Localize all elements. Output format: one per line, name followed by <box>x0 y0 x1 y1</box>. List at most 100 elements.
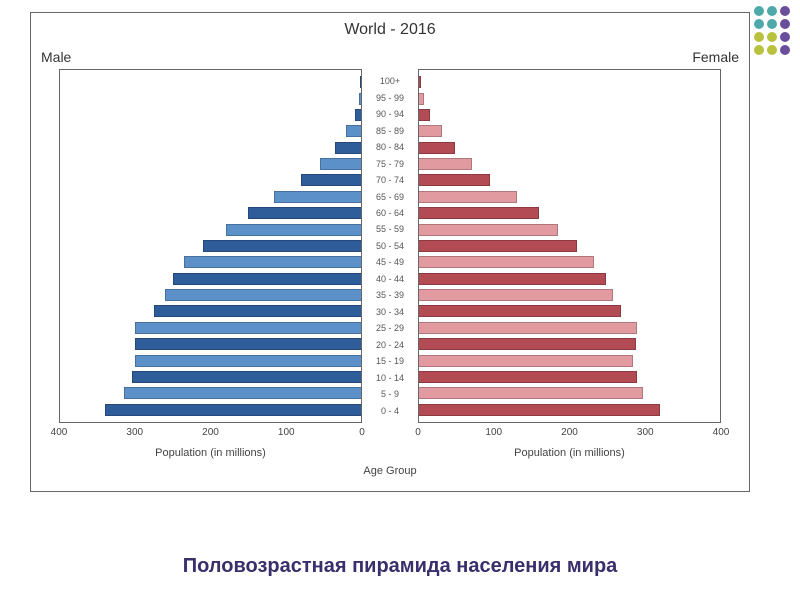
bar-row <box>419 223 720 237</box>
bar-row <box>419 239 720 253</box>
bar-row <box>419 272 720 286</box>
tick-label: 400 <box>51 427 68 438</box>
x-axis-label-right: Population (in millions) <box>418 447 721 477</box>
age-label: 95 - 99 <box>362 91 418 105</box>
male-ticks: 4003002001000 <box>59 425 362 443</box>
male-bar <box>274 191 361 203</box>
dot <box>754 19 764 29</box>
female-bar <box>419 338 636 350</box>
bar-row <box>60 206 361 220</box>
male-bar <box>132 371 362 383</box>
tick-label: 100 <box>278 427 295 438</box>
male-bar <box>226 224 361 236</box>
male-bar <box>359 93 361 105</box>
bar-row <box>419 304 720 318</box>
bar-row <box>419 386 720 400</box>
female-bar <box>419 174 490 186</box>
male-bar <box>248 207 361 219</box>
bar-row <box>60 157 361 171</box>
female-bar <box>419 371 637 383</box>
bar-row <box>419 288 720 302</box>
dot <box>754 6 764 16</box>
female-bar <box>419 191 517 203</box>
age-label: 20 - 24 <box>362 338 418 352</box>
male-bar <box>135 338 361 350</box>
male-rows <box>60 70 361 422</box>
age-label: 70 - 74 <box>362 173 418 187</box>
male-label: Male <box>41 49 71 65</box>
bar-row <box>419 370 720 384</box>
tick-label: 300 <box>126 427 143 438</box>
bar-row <box>419 124 720 138</box>
dot <box>780 6 790 16</box>
female-bar <box>419 125 442 137</box>
dot <box>767 45 777 55</box>
female-bar <box>419 76 421 88</box>
dot <box>754 32 764 42</box>
age-label: 60 - 64 <box>362 206 418 220</box>
female-bar <box>419 355 633 367</box>
age-label: 35 - 39 <box>362 288 418 302</box>
female-bar <box>419 322 637 334</box>
female-bar <box>419 404 660 416</box>
bar-row <box>60 108 361 122</box>
male-bar <box>154 305 361 317</box>
age-label: 0 - 4 <box>362 404 418 418</box>
bar-row <box>60 337 361 351</box>
tick-label: 0 <box>359 427 365 438</box>
male-bar <box>135 355 361 367</box>
dot <box>767 6 777 16</box>
dot <box>780 45 790 55</box>
bar-row <box>419 157 720 171</box>
bar-row <box>60 304 361 318</box>
caption: Половозрастная пирамида населения мира <box>0 555 800 578</box>
bar-row <box>60 321 361 335</box>
female-bar <box>419 240 577 252</box>
x-axis-label-left: Population (in millions) <box>59 447 362 477</box>
female-bar <box>419 142 455 154</box>
female-ticks: 0100200300400 <box>418 425 721 443</box>
bar-row <box>419 337 720 351</box>
male-bar <box>124 387 361 399</box>
bar-row <box>419 206 720 220</box>
bar-row <box>60 354 361 368</box>
bar-row <box>60 255 361 269</box>
age-label: 75 - 79 <box>362 157 418 171</box>
bar-row <box>419 403 720 417</box>
bar-row <box>419 321 720 335</box>
dot <box>767 19 777 29</box>
bar-row <box>419 141 720 155</box>
female-bar <box>419 207 539 219</box>
male-bar <box>173 273 361 285</box>
center-axis-label: Age Group <box>350 465 430 477</box>
bar-row <box>60 190 361 204</box>
female-bar <box>419 387 643 399</box>
age-label: 80 - 84 <box>362 140 418 154</box>
male-bar <box>135 322 361 334</box>
bar-row <box>419 354 720 368</box>
age-label: 30 - 34 <box>362 305 418 319</box>
female-bar <box>419 273 606 285</box>
female-bar <box>419 109 430 121</box>
bar-row <box>419 75 720 89</box>
bar-row <box>419 190 720 204</box>
age-label: 50 - 54 <box>362 239 418 253</box>
male-bar <box>184 256 361 268</box>
age-label: 25 - 29 <box>362 321 418 335</box>
bar-row <box>419 108 720 122</box>
male-bar <box>355 109 361 121</box>
tick-label: 0 <box>415 427 421 438</box>
male-bar <box>203 240 361 252</box>
bar-row <box>60 239 361 253</box>
bar-row <box>419 255 720 269</box>
age-label: 40 - 44 <box>362 272 418 286</box>
female-bar <box>419 289 613 301</box>
bar-row <box>419 92 720 106</box>
bar-row <box>60 370 361 384</box>
female-label: Female <box>692 49 739 65</box>
bar-row <box>419 173 720 187</box>
age-label: 65 - 69 <box>362 190 418 204</box>
bar-row <box>60 288 361 302</box>
age-label: 90 - 94 <box>362 107 418 121</box>
bar-row <box>60 92 361 106</box>
